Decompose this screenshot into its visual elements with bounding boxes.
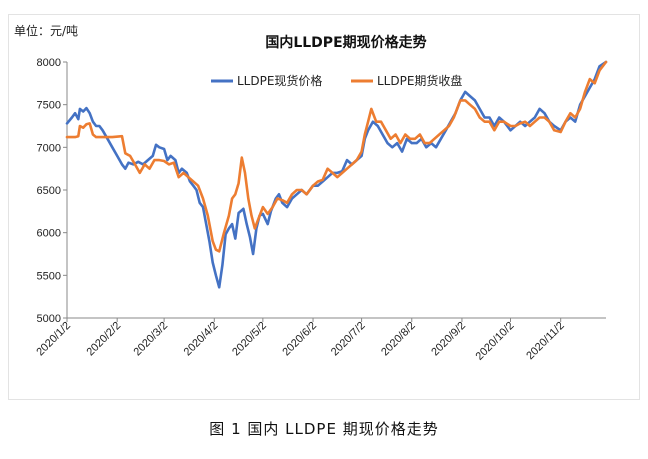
y-tick-label: 7500 xyxy=(37,100,61,112)
chart-title: 国内LLDPE期现价格走势 xyxy=(265,35,427,51)
legend-label-spot: LLDPE现货价格 xyxy=(237,73,322,88)
unit-label: 单位：元/吨 xyxy=(14,24,79,38)
y-tick-label: 8000 xyxy=(37,57,61,69)
legend-label-futures: LLDPE期货收盘 xyxy=(377,73,462,88)
x-tick-label: 2020/3/2 xyxy=(131,320,170,359)
series-line-spot xyxy=(65,60,608,289)
x-tick-label: 2020/6/2 xyxy=(280,320,319,359)
x-tick-label: 2020/9/2 xyxy=(429,320,468,359)
x-tick-labels: 2020/1/2 2020/2/2 2020/3/2 2020/4/2 2020/5/2… xyxy=(34,318,567,363)
y-tick-label: 6500 xyxy=(37,185,61,197)
y-tick-label: 6000 xyxy=(37,228,61,240)
chart-frame xyxy=(8,14,640,400)
figure-caption: 图 1 国内 LLDPE 期现价格走势 xyxy=(209,420,439,438)
x-tick-label: 2020/7/2 xyxy=(329,320,368,359)
chart-axes xyxy=(66,62,606,319)
x-tick-label: 2020/1/2 xyxy=(34,320,73,359)
x-tick-label: 2020/11/2 xyxy=(524,320,567,363)
y-tick-labels: 5000 5500 6000 6500 7000 7500 8000 xyxy=(37,57,67,325)
series-lines xyxy=(65,60,608,289)
x-tick-label: 2020/8/2 xyxy=(379,320,418,359)
x-tick-label: 2020/2/2 xyxy=(85,320,124,359)
x-tick-label: 2020/4/2 xyxy=(182,320,221,359)
y-tick-label: 5000 xyxy=(37,313,61,325)
x-tick-label: 2020/10/2 xyxy=(474,320,517,363)
x-tick-label: 2020/5/2 xyxy=(230,320,269,359)
y-tick-label: 5500 xyxy=(37,270,61,282)
legend: LLDPE现货价格 LLDPE期货收盘 xyxy=(211,73,462,88)
y-tick-label: 7000 xyxy=(37,142,61,154)
series-line-futures xyxy=(65,60,608,253)
